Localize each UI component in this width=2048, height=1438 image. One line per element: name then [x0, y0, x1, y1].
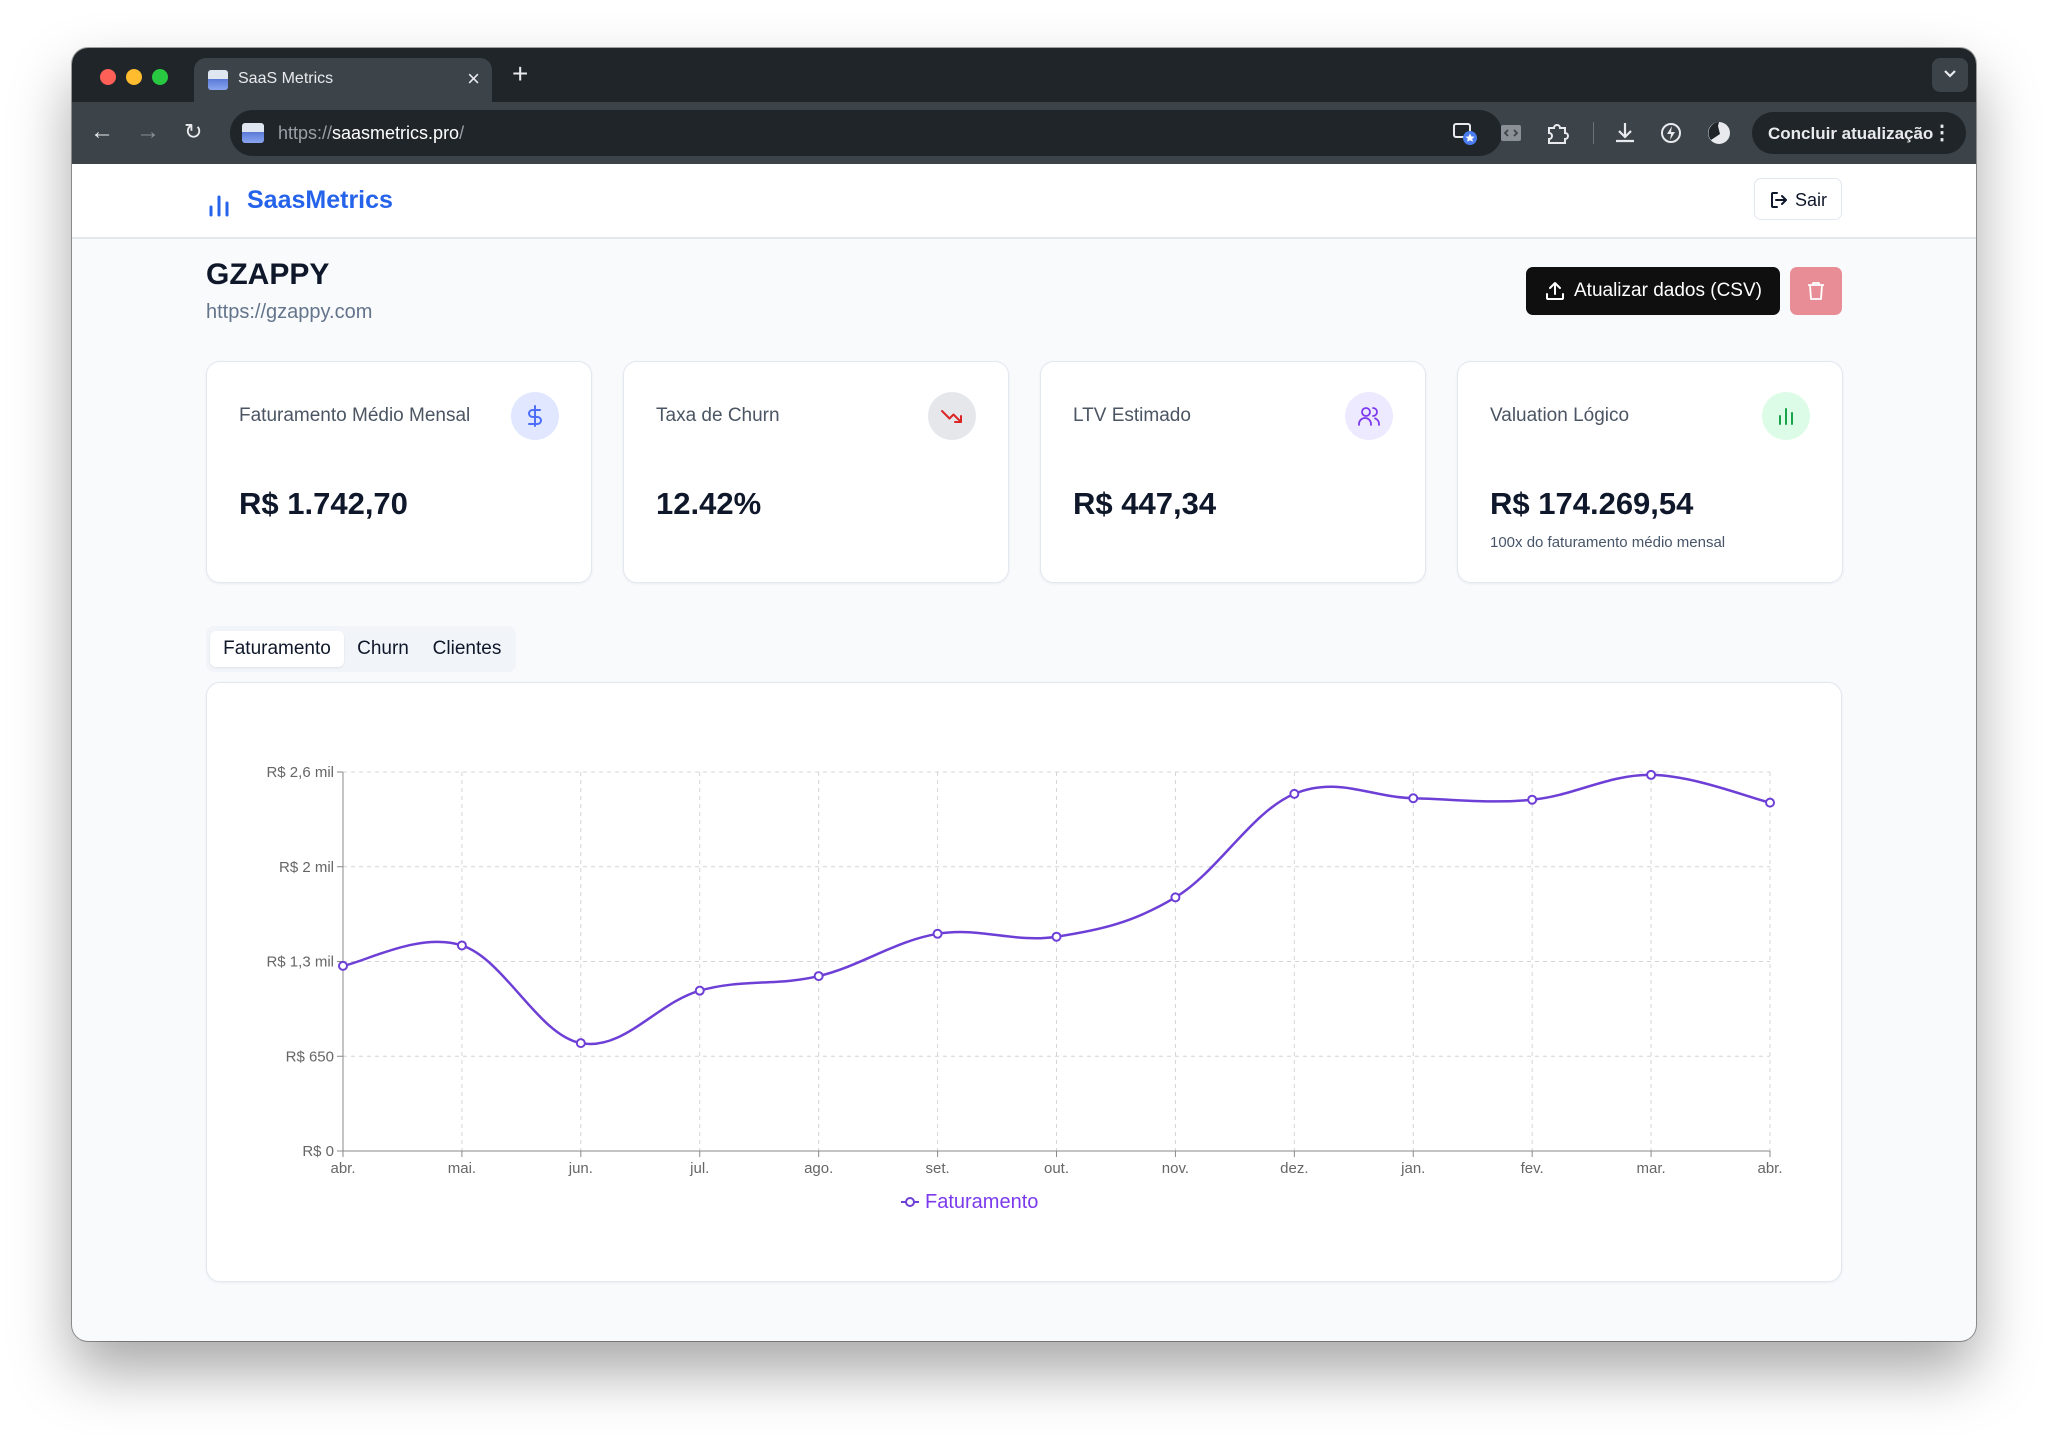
extensions-puzzle-icon[interactable] [1544, 120, 1570, 146]
x-tick-label: abr. [330, 1160, 355, 1177]
address-bar[interactable]: https://saasmetrics.pro/ [230, 110, 1502, 156]
devtools-extension-icon[interactable] [1498, 120, 1524, 146]
data-point [1765, 797, 1775, 808]
browser-window: SaaS Metrics × + ← → ↻ https://saasmetri… [72, 48, 1976, 1341]
users-icon [1345, 392, 1393, 440]
bar-chart-icon [1762, 392, 1810, 440]
tab-churn[interactable]: Churn [357, 638, 409, 659]
x-tick-label: out. [1044, 1160, 1069, 1177]
more-menu-icon[interactable]: ⋮ [1932, 122, 1952, 144]
favicon-icon [208, 70, 228, 90]
forward-arrow-icon[interactable]: → [136, 118, 160, 145]
kpi-value: R$ 447,34 [1073, 486, 1217, 521]
kpi-value: R$ 1.742,70 [239, 486, 408, 521]
x-tick-label: mai. [448, 1160, 476, 1177]
x-tick-label: dez. [1280, 1160, 1308, 1177]
browser-tab[interactable]: SaaS Metrics × [194, 58, 492, 102]
kpi-value: 12.42% [656, 486, 762, 521]
maximize-window-button[interactable] [152, 69, 168, 85]
kpi-label: Taxa de Churn [656, 405, 780, 426]
revenue-line-chart: R$ 0 R$ 650 R$ 1,3 mil R$ 2 mil R$ 2,6 mil ab… [266, 764, 1782, 1213]
x-tick-label: mar. [1636, 1160, 1665, 1177]
x-tick-label: jun. [568, 1160, 593, 1177]
x-tick-label: abr. [1757, 1160, 1782, 1177]
data-point [456, 940, 467, 951]
data-point [575, 1038, 586, 1049]
kpi-label: Valuation Lógico [1490, 405, 1630, 426]
revenue-chart-card: R$ 0 R$ 650 R$ 1,3 mil R$ 2 mil R$ 2,6 mil ab… [206, 682, 1842, 1282]
x-tick-label: set. [925, 1160, 949, 1177]
data-point [813, 971, 824, 982]
company-url: https://gzappy.com [206, 301, 373, 323]
x-tick-label: fev. [1521, 1160, 1544, 1177]
data-point [932, 928, 943, 939]
x-tick-label: nov. [1162, 1160, 1189, 1177]
data-point [1646, 769, 1657, 780]
y-tick-label: R$ 2 mil [279, 859, 334, 876]
trash-icon [1808, 282, 1824, 300]
data-point [1289, 788, 1300, 799]
upload-csv-button[interactable]: Atualizar dados (CSV) [1526, 267, 1780, 315]
profile-avatar-icon[interactable] [1706, 120, 1732, 146]
close-tab-icon[interactable]: × [467, 66, 480, 91]
upload-icon [1546, 282, 1564, 300]
browser-tabbar: SaaS Metrics × + [72, 48, 1976, 102]
kpi-card-ltv: LTV Estimado R$ 447,34 [1040, 361, 1426, 583]
minimize-window-button[interactable] [126, 69, 142, 85]
bar-chart-logo-icon [209, 195, 229, 217]
close-window-button[interactable] [100, 69, 116, 85]
x-tick-label: jul. [689, 1160, 709, 1177]
chart-tabs: Faturamento Churn Clientes [206, 626, 516, 672]
reload-icon[interactable]: ↻ [184, 119, 203, 144]
data-point [1051, 931, 1062, 942]
translate-extension-icon[interactable] [1452, 120, 1478, 146]
y-tick-label: R$ 0 [302, 1143, 334, 1160]
delete-company-button[interactable] [1790, 267, 1842, 315]
upload-csv-label: Atualizar dados (CSV) [1574, 280, 1762, 301]
x-tick-label: ago. [804, 1160, 833, 1177]
company-name: GZAPPY [206, 258, 330, 291]
update-label: Concluir atualização [1768, 124, 1934, 143]
x-tick-label: jan. [1400, 1160, 1425, 1177]
kpi-value: R$ 174.269,54 [1490, 486, 1694, 521]
new-tab-icon[interactable]: + [512, 58, 529, 89]
kpi-label: Faturamento Médio Mensal [239, 405, 471, 426]
chevron-down-icon [1944, 70, 1956, 78]
data-point [1170, 892, 1181, 903]
tab-faturamento[interactable]: Faturamento [210, 631, 344, 667]
legend-swatch-marker [905, 1197, 915, 1207]
logout-label: Sair [1795, 190, 1828, 210]
trending-down-icon [928, 392, 976, 440]
browser-toolbar: ← → ↻ https://saasmetrics.pro/ [72, 102, 1976, 164]
kpi-label: LTV Estimado [1073, 405, 1191, 426]
data-point [1408, 793, 1419, 804]
data-point [338, 960, 348, 971]
y-tick-label: R$ 1,3 mil [266, 954, 334, 971]
url-text: https://saasmetrics.pro/ [278, 123, 465, 143]
update-browser-button[interactable]: Concluir atualização ⋮ [1752, 112, 1966, 154]
tab-title: SaaS Metrics [238, 70, 334, 87]
logout-icon [1771, 192, 1787, 208]
data-point [694, 985, 705, 996]
kpi-card-revenue: Faturamento Médio Mensal R$ 1.742,70 [206, 361, 592, 583]
kpi-card-valuation: Valuation Lógico R$ 174.269,54 100x do f… [1457, 361, 1843, 583]
legend-label: Faturamento [925, 1191, 1038, 1213]
tab-search-button[interactable] [1932, 58, 1968, 92]
kpi-note: 100x do faturamento médio mensal [1490, 534, 1726, 551]
logout-button[interactable]: Sair [1754, 178, 1842, 220]
dollar-icon [511, 392, 559, 440]
y-tick-label: R$ 650 [286, 1048, 334, 1065]
toolbar-divider [1593, 122, 1594, 144]
performance-icon[interactable] [1658, 120, 1684, 146]
tab-clientes[interactable]: Clientes [432, 638, 502, 659]
download-icon[interactable] [1612, 120, 1638, 146]
brand-name[interactable]: SaasMetrics [247, 186, 393, 214]
data-point [1527, 794, 1538, 805]
kpi-card-churn: Taxa de Churn 12.42% [623, 361, 1009, 583]
y-tick-label: R$ 2,6 mil [266, 764, 334, 781]
site-info-icon[interactable] [242, 123, 264, 143]
app-header: SaasMetrics Sair [72, 164, 1976, 239]
back-arrow-icon[interactable]: ← [90, 118, 114, 145]
